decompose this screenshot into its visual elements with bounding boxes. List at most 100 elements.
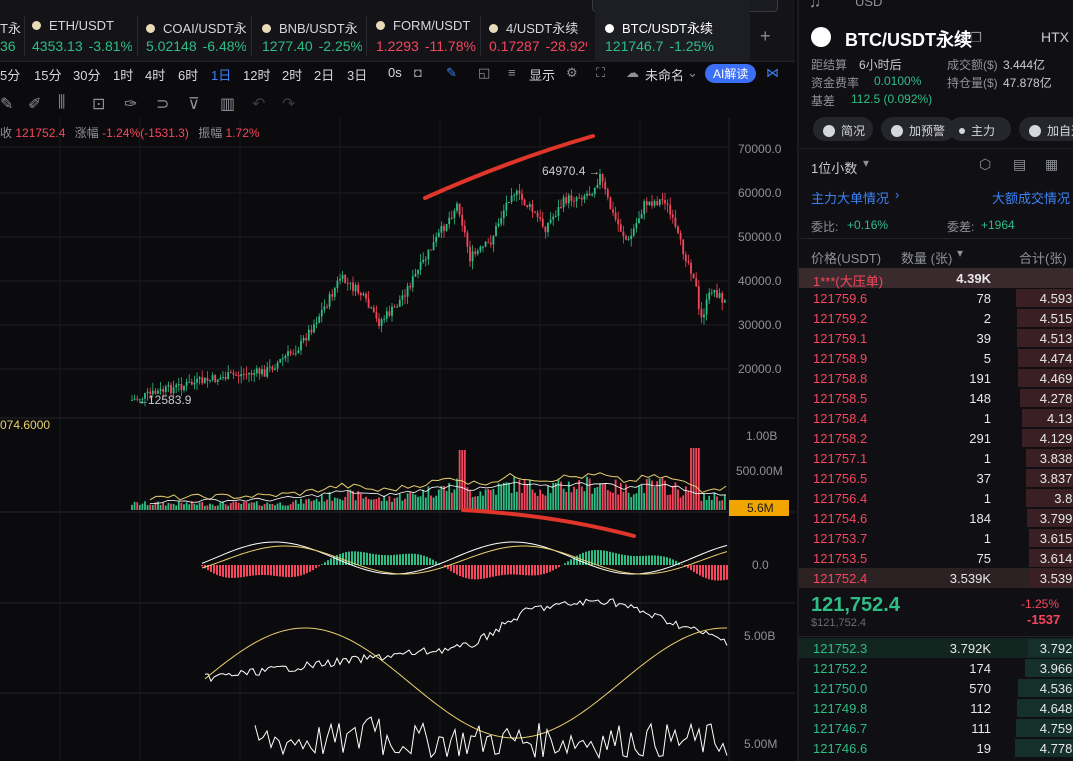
undo-icon[interactable]: ↶ — [252, 96, 266, 113]
template-select[interactable]: 未命名 — [645, 68, 685, 83]
chevron-down-icon[interactable]: ⌄ — [687, 65, 698, 80]
timeframe-2[interactable]: 30分 — [73, 68, 101, 83]
timeframe-4[interactable]: 4时 — [145, 68, 166, 83]
bid-row[interactable]: 121750.0 570 4.536K — [799, 678, 1073, 698]
volume-bar — [339, 499, 341, 510]
bell-icon[interactable]: ♫ — [809, 0, 821, 11]
tab-0[interactable]: T永 36 — [0, 0, 22, 62]
display-button[interactable]: 显示 — [529, 68, 556, 83]
ask-row[interactable]: 121756.4 1 3.8K — [799, 488, 1073, 508]
brush-icon[interactable]: ✐ — [28, 96, 42, 113]
chevron-down-icon[interactable]: ▾ — [863, 156, 870, 170]
pen-icon[interactable]: ✎ — [446, 65, 457, 80]
volume-bar — [513, 476, 516, 510]
col-total-header[interactable]: 合计(张) — [1019, 251, 1067, 266]
copy-icon[interactable]: ❐ — [970, 30, 982, 45]
candles-icon[interactable]: ⫼ — [58, 94, 66, 111]
add-alert-button[interactable]: 加预警 — [881, 117, 955, 141]
ask-row[interactable]: 121752.4 3.539K 3.539K — [799, 568, 1073, 588]
timeframe-1[interactable]: 15分 — [34, 68, 62, 83]
magnet-icon[interactable]: ⊃ — [156, 96, 170, 113]
macd-bar — [636, 555, 638, 565]
ask-row[interactable]: 121756.5 37 3.837K — [799, 468, 1073, 488]
filter-icon[interactable]: ⊽ — [188, 96, 200, 113]
redo-icon[interactable]: ↷ — [282, 96, 296, 113]
ask-row[interactable]: 121759.2 2 4.515K — [799, 308, 1073, 328]
ask-row[interactable]: 121758.2 291 4.129K — [799, 428, 1073, 448]
candle-body — [151, 390, 154, 394]
ask-row[interactable]: 121758.8 191 4.469K — [799, 368, 1073, 388]
layout-alt-icon[interactable]: ▦ — [1045, 156, 1059, 172]
ask-row[interactable]: 121759.1 39 4.513K — [799, 328, 1073, 348]
timeframe-9[interactable]: 2日 — [314, 68, 335, 83]
ask-row[interactable]: 121758.5 148 4.278K — [799, 388, 1073, 408]
fullscreen-icon[interactable]: ⛶ — [596, 65, 606, 80]
bid-row[interactable]: 121749.8 112 4.648K — [799, 698, 1073, 718]
ask-row[interactable]: 121758.4 1 4.13K — [799, 408, 1073, 428]
bid-row[interactable]: 121752.3 3.792K 3.792K — [799, 638, 1073, 658]
pencil-icon[interactable]: ✎ — [0, 96, 14, 113]
ask-row[interactable]: 121754.6 184 3.799K — [799, 508, 1073, 528]
trash-icon[interactable]: ▥ — [220, 96, 236, 113]
camera-icon[interactable]: ◘ — [414, 65, 422, 80]
ask-row[interactable]: 121753.7 1 3.615K — [799, 528, 1073, 548]
settings-icon[interactable]: ⚙ — [566, 65, 578, 80]
settings-icon[interactable]: ⬡ — [979, 156, 992, 172]
bid-row[interactable]: 121746.7 111 4.759K — [799, 718, 1073, 738]
timeframe-8[interactable]: 2时 — [282, 68, 303, 83]
venue-label[interactable]: HTX — [1041, 29, 1069, 45]
macd-bar — [615, 553, 617, 565]
tab-2[interactable]: COAI/USDT永 5.02148 -6.48% — [146, 0, 246, 62]
timeframe-3[interactable]: 1时 — [113, 68, 134, 83]
macd-bar — [276, 565, 278, 577]
ask-row[interactable]: 121757.1 1 3.838K — [799, 448, 1073, 468]
list-icon[interactable]: ≡ — [508, 65, 516, 80]
bid-row[interactable]: 121746.6 19 4.778K — [799, 738, 1073, 758]
add-tab-icon[interactable]: + — [760, 26, 771, 46]
chevron-right-icon[interactable]: › — [895, 187, 900, 202]
macd-bar — [210, 565, 212, 572]
volume-bar — [313, 500, 315, 510]
lock-icon[interactable]: ⊡ — [92, 96, 106, 113]
timeframe-11[interactable]: 0s — [388, 65, 402, 80]
col-amount-header[interactable]: 数量 (张) — [901, 251, 953, 266]
volume-bar — [224, 504, 227, 510]
chevron-down-icon[interactable]: ▾ — [957, 246, 964, 260]
main-force-button[interactable]: 主力 — [949, 117, 1011, 141]
tab-3[interactable]: BNB/USDT永 1277.40 -2.25% — [262, 0, 362, 62]
big-trades-link[interactable]: 大额成交情况 — [992, 191, 1071, 206]
edit-icon[interactable]: ✑ — [124, 96, 138, 113]
bookmark-icon[interactable]: ◱ — [478, 65, 491, 80]
share-icon[interactable]: ⋈ — [766, 65, 779, 80]
exchange-select[interactable]: USD — [855, 0, 883, 9]
tab-change: -28.92% — [545, 38, 587, 54]
tab-5[interactable]: 4/USDT永续 0.17287 -28.92% — [489, 0, 587, 62]
big-ask-row[interactable]: 1***(大压单) 4.39K — [799, 268, 1073, 289]
tab-4[interactable]: FORM/USDT 1.2293 -11.78% — [376, 0, 476, 62]
big-orders-link[interactable]: 主力大单情况 — [811, 191, 890, 206]
timeframe-10[interactable]: 3日 — [347, 68, 368, 83]
tab-6-active[interactable]: BTC/USDT永续 121746.7 -1.25% — [595, 0, 750, 62]
tab-1[interactable]: ETH/USDT 4353.13 -3.81% — [32, 0, 132, 62]
price-chart[interactable]: 70000.0 60000.0 50000.0 40000.0 30000.0 … — [0, 118, 795, 761]
timeframe-5[interactable]: 6时 — [178, 68, 199, 83]
add-watchlist-button[interactable]: 加自选 — [1019, 117, 1073, 141]
overview-button[interactable]: 简况 — [813, 117, 873, 141]
volume-bar — [562, 488, 565, 510]
timeframe-6-selected[interactable]: 1日 — [211, 68, 232, 83]
timeframe-7[interactable]: 12时 — [243, 68, 271, 83]
bid-row[interactable]: 121752.2 174 3.966K — [799, 658, 1073, 678]
ask-row[interactable]: 121759.6 78 4.593K — [799, 288, 1073, 308]
candle-body — [159, 389, 162, 391]
layout-icon[interactable]: ▤ — [1013, 156, 1027, 172]
ai-interpret-button[interactable]: AI解读 — [705, 64, 757, 83]
ask-row[interactable]: 121753.5 75 3.614K — [799, 548, 1073, 568]
timeframe-0[interactable]: 5分 — [0, 68, 21, 83]
ask-total: 4.13K — [1047, 411, 1073, 426]
dot-icon — [959, 128, 965, 134]
obv-tick: 5.00B — [744, 629, 775, 643]
ask-row[interactable]: 121758.9 5 4.474K — [799, 348, 1073, 368]
cloud-icon[interactable]: ☁ — [626, 65, 639, 80]
precision-select[interactable]: 1位小数 — [811, 161, 858, 176]
volume-bar — [586, 476, 588, 510]
